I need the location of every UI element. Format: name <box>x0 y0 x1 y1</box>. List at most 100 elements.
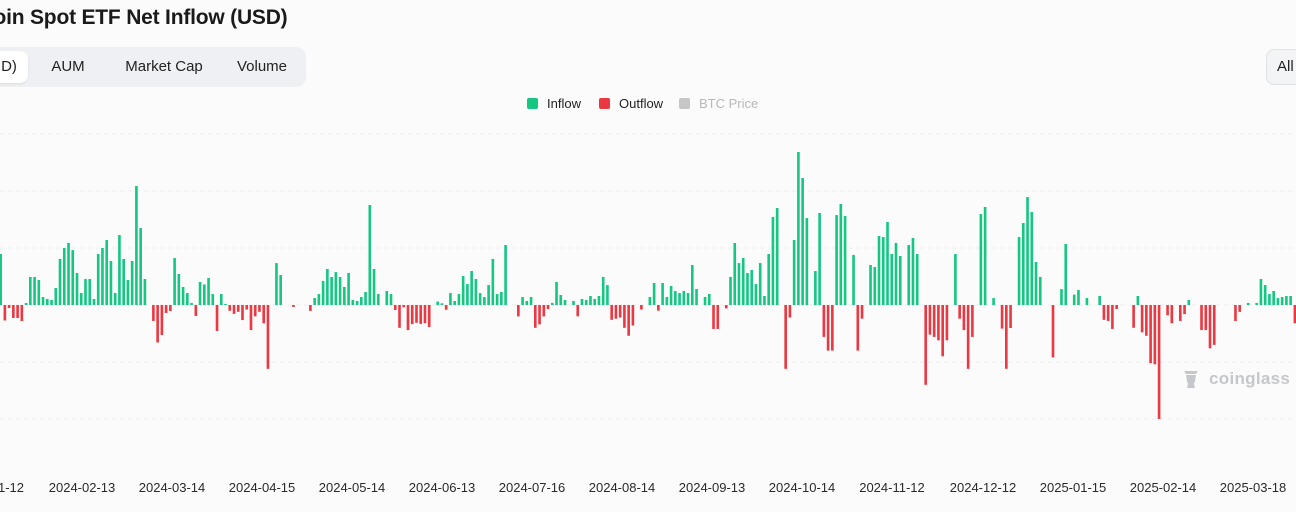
bar <box>67 242 70 305</box>
bar <box>792 240 796 305</box>
bar <box>822 305 826 337</box>
bar <box>118 235 121 305</box>
chart-title: coin Spot ETF Net Inflow (USD) <box>0 6 288 29</box>
bar <box>1064 244 1068 305</box>
bar <box>992 298 995 305</box>
bar <box>33 276 36 305</box>
bar <box>279 275 282 305</box>
bar <box>88 279 92 305</box>
bar <box>983 206 987 305</box>
bar <box>173 258 176 305</box>
bar <box>194 305 198 316</box>
x-tick-label: 2025-02-14 <box>1130 480 1197 492</box>
bar <box>351 299 355 305</box>
bar <box>886 222 889 305</box>
bar <box>835 215 838 305</box>
bar <box>364 292 367 305</box>
bar <box>504 245 507 305</box>
tab-net-inflow[interactable]: D) <box>0 51 28 83</box>
chart-legend: Inflow Outflow BTC Price <box>0 96 1296 112</box>
legend-item-inflow[interactable]: Inflow <box>527 96 581 111</box>
bar <box>657 305 660 311</box>
bar <box>945 305 949 341</box>
bar <box>958 305 961 319</box>
bar <box>410 305 414 325</box>
bar <box>169 305 172 312</box>
bar <box>355 301 359 305</box>
bar <box>911 237 915 305</box>
bar <box>881 237 885 305</box>
bar <box>979 214 983 305</box>
bar <box>733 242 737 305</box>
bar <box>1060 289 1063 305</box>
bar <box>207 277 210 305</box>
tab-aum[interactable]: AUM <box>51 58 85 75</box>
bar <box>1085 298 1089 305</box>
bar <box>580 298 584 305</box>
bar <box>542 305 546 317</box>
bar <box>898 255 902 305</box>
bar <box>690 264 694 305</box>
bar <box>937 305 940 341</box>
legend-item-outflow[interactable]: Outflow <box>599 96 663 111</box>
bar <box>682 290 686 305</box>
bar <box>1272 290 1275 305</box>
bar <box>444 305 448 310</box>
bar <box>258 305 261 312</box>
bar <box>1208 305 1212 349</box>
bar <box>674 290 677 305</box>
bar <box>610 305 613 320</box>
bar <box>597 295 601 305</box>
bar <box>84 279 87 305</box>
watermark-text: coinglass <box>1209 369 1291 388</box>
bar <box>105 240 109 305</box>
bar <box>292 305 295 307</box>
x-tick-label: 1-12 <box>0 480 24 492</box>
bar <box>712 305 715 329</box>
chart-bars <box>0 152 1296 419</box>
legend-swatch-btc-price <box>679 98 690 109</box>
bar <box>618 305 622 318</box>
bar <box>491 258 495 305</box>
bar <box>623 305 626 328</box>
bar <box>550 302 554 305</box>
time-range-select[interactable]: All <box>1266 49 1296 85</box>
bar <box>1005 305 1008 369</box>
bar <box>37 280 41 305</box>
bar <box>245 305 249 310</box>
bar <box>1178 305 1182 321</box>
x-tick-label: 2024-07-16 <box>499 480 566 492</box>
tab-market-cap[interactable]: Market Cap <box>125 58 203 75</box>
metric-tabs: D) AUM Market Cap Volume <box>0 47 306 87</box>
bar <box>1051 305 1055 358</box>
bar <box>627 305 630 336</box>
bar <box>584 299 588 305</box>
bar <box>1021 223 1025 305</box>
chart-grid <box>0 133 1296 420</box>
bar <box>436 301 440 305</box>
x-tick-label: 2024-08-14 <box>589 480 656 492</box>
bar <box>1183 305 1186 315</box>
bar <box>321 280 325 305</box>
bar <box>754 284 758 305</box>
bar <box>1280 297 1284 305</box>
bar <box>1102 305 1106 320</box>
bar <box>211 294 215 305</box>
bar <box>122 258 125 305</box>
bar <box>470 271 473 305</box>
bar <box>678 293 681 305</box>
bar <box>669 285 673 305</box>
bar <box>368 205 372 305</box>
bar <box>1149 305 1152 364</box>
tab-volume[interactable]: Volume <box>236 58 288 75</box>
bar <box>190 302 193 305</box>
bar <box>750 270 754 305</box>
bar <box>372 268 376 305</box>
bar <box>427 305 431 327</box>
bar <box>415 305 418 323</box>
coinglass-logo-icon <box>1184 371 1198 388</box>
bar <box>177 273 181 305</box>
legend-item-btc-price[interactable]: BTC Price <box>679 96 758 111</box>
bar <box>79 293 83 305</box>
bar <box>1234 305 1237 321</box>
